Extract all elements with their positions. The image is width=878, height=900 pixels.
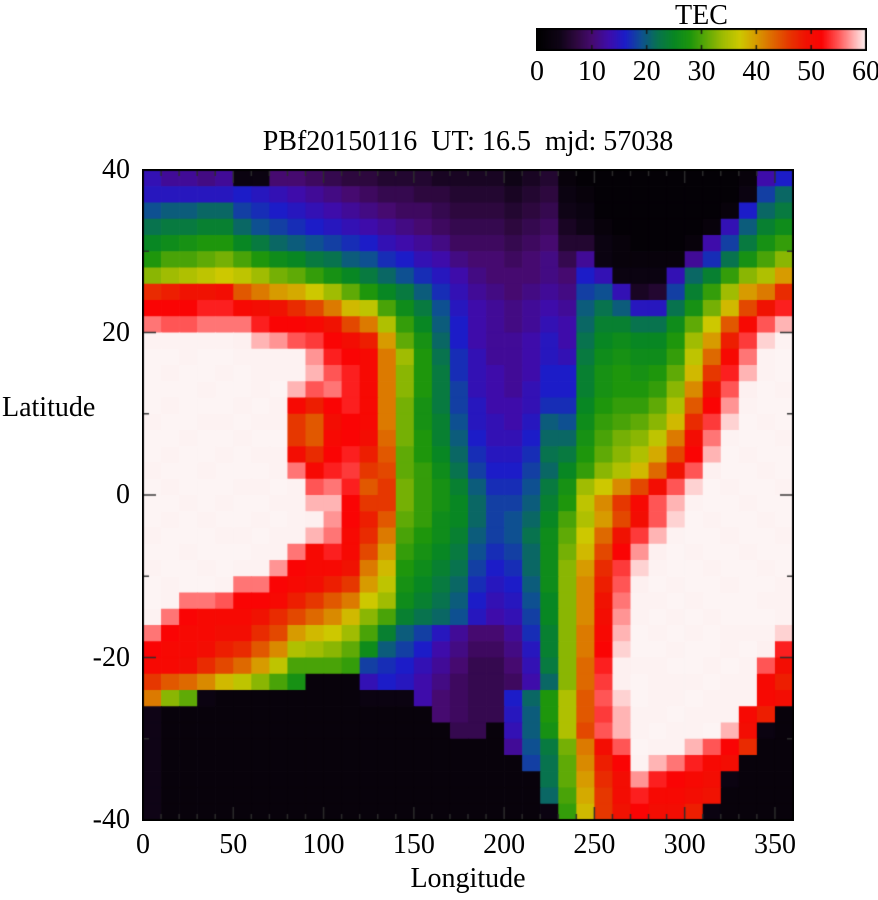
x-axis-tick-label: 50 (219, 829, 248, 860)
y-axis-tick-label: 20 (102, 316, 130, 348)
colorbar-tick-label: 10 (577, 56, 606, 87)
colorbar-title: TEC (675, 0, 728, 31)
x-axis-tick-label: 150 (392, 829, 435, 860)
colorbar-tick-label: 30 (687, 56, 716, 87)
plot-title: PBf20150116 UT: 16.5 mjd: 57038 (262, 126, 674, 157)
y-axis-tick-label: -20 (92, 641, 130, 673)
y-axis-tick-label: 40 (102, 154, 130, 185)
x-axis-tick-label: 200 (483, 829, 526, 860)
colorbar-tick-label: 0 (530, 56, 544, 87)
colorbar-tick-label: 60 (852, 56, 878, 87)
x-axis-tick-label: 250 (573, 829, 616, 860)
colorbar-tick-label: 50 (797, 56, 826, 87)
x-axis-tick-label: 0 (136, 829, 150, 860)
colorbar-gradient (536, 28, 867, 51)
x-axis-tick-label: 300 (663, 829, 706, 860)
x-axis-tick-label: 100 (302, 829, 345, 860)
y-axis-tick-label: -40 (92, 804, 130, 835)
colorbar-tick-label: 20 (632, 56, 661, 87)
colorbar-tick-label: 40 (742, 56, 771, 87)
y-axis-label: Latitude (2, 392, 96, 423)
y-axis-tick-label: 0 (116, 479, 130, 510)
tec-heatmap-canvas (142, 169, 794, 821)
x-axis-tick-label: 350 (753, 829, 796, 860)
x-axis-label: Longitude (410, 863, 526, 894)
